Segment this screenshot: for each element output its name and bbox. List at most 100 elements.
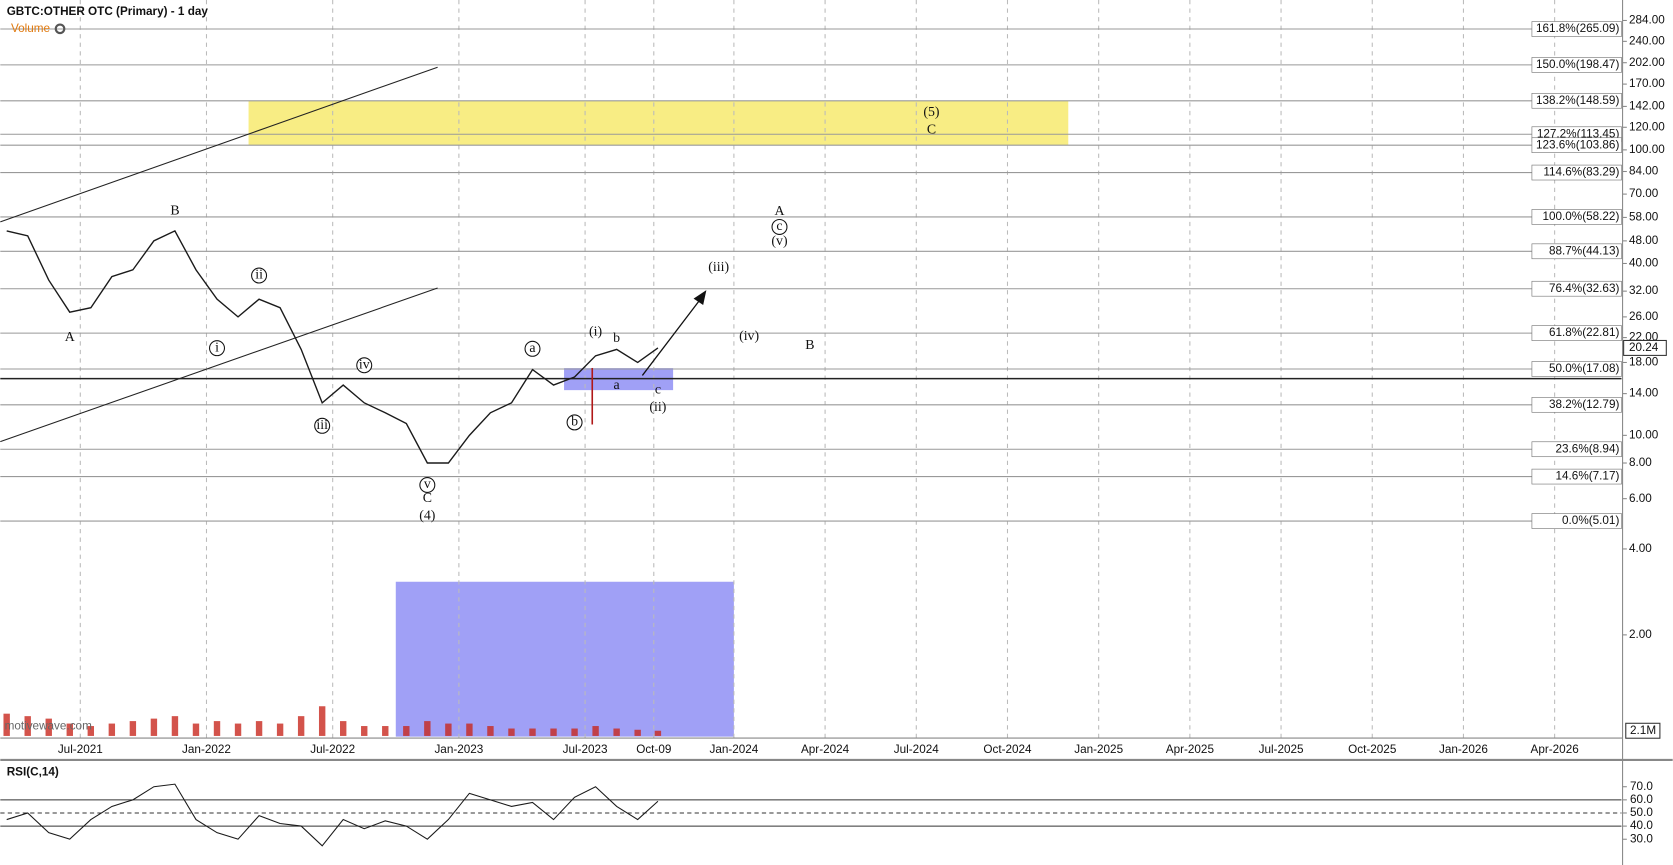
volume-bar bbox=[424, 721, 431, 736]
wave-label: i bbox=[215, 339, 219, 354]
fib-label: 127.2%(113.45) bbox=[1537, 127, 1620, 140]
wave-label: c bbox=[776, 218, 782, 233]
fib-label: 0.0%(5.01) bbox=[1562, 514, 1619, 527]
wave-label: v bbox=[424, 476, 431, 491]
fib-label-box bbox=[1531, 397, 1622, 413]
y-tick-label: 40.00 bbox=[1629, 257, 1659, 270]
wave-label: a bbox=[529, 340, 535, 355]
price-line bbox=[6, 230, 659, 464]
volume-bar bbox=[529, 728, 536, 736]
fib-label-box bbox=[1531, 164, 1622, 181]
fib-label-box bbox=[1531, 513, 1622, 529]
volume-bar bbox=[613, 728, 620, 736]
x-tick-label: Apr-2025 bbox=[1166, 743, 1215, 756]
volume-label: Volume bbox=[11, 22, 50, 35]
wave-label: iii bbox=[316, 417, 328, 432]
volume-bar bbox=[571, 728, 578, 736]
y-tick-label: 18.00 bbox=[1629, 356, 1659, 369]
settings-icon[interactable] bbox=[54, 23, 66, 35]
arrow-head bbox=[693, 290, 707, 306]
volume-bar bbox=[234, 723, 242, 736]
wave-label: b bbox=[613, 330, 620, 345]
x-tick-label: Jan-2025 bbox=[1074, 743, 1123, 756]
fib-label: 150.0%(198.47) bbox=[1536, 58, 1619, 71]
wave-circle bbox=[251, 267, 268, 284]
x-tick-label: Jul-2022 bbox=[310, 743, 355, 756]
rsi-title: RSI(C,14) bbox=[7, 765, 59, 778]
wave-circle bbox=[209, 340, 226, 357]
volume-bar bbox=[403, 726, 410, 736]
wave-circle bbox=[314, 417, 331, 434]
wave-label: (4) bbox=[419, 508, 435, 524]
y-tick-label: 6.00 bbox=[1629, 492, 1652, 505]
volume-bar bbox=[550, 728, 557, 736]
y-tick-label: 142.00 bbox=[1629, 100, 1665, 113]
y-tick-label: 4.00 bbox=[1629, 542, 1652, 555]
fib-label: 14.6%(7.17) bbox=[1556, 470, 1620, 483]
volume-bar bbox=[171, 716, 179, 736]
y-tick-label: 50.0 bbox=[1630, 806, 1653, 819]
wave-label: (i) bbox=[589, 323, 602, 339]
y-tick-label: 14.00 bbox=[1629, 387, 1659, 400]
volume-bar bbox=[108, 723, 116, 736]
x-tick-label: Jan-2022 bbox=[182, 743, 231, 756]
x-tick-label: Jan-2023 bbox=[434, 743, 483, 756]
wave-label: iv bbox=[359, 356, 370, 371]
y-tick-label: 70.00 bbox=[1629, 187, 1659, 200]
y-tick-label: 60.0 bbox=[1630, 793, 1653, 806]
fib-label-box bbox=[1531, 441, 1622, 458]
y-tick-label: 100.00 bbox=[1629, 143, 1665, 156]
wave-label: A bbox=[65, 329, 75, 344]
volume-bar bbox=[150, 718, 158, 736]
fib-label: 114.6%(83.29) bbox=[1543, 166, 1619, 179]
wave-circle bbox=[419, 476, 436, 493]
volume-bar bbox=[592, 726, 599, 736]
fib-label-box bbox=[1531, 21, 1622, 37]
wave-circle bbox=[524, 340, 541, 357]
volume-bar bbox=[255, 721, 263, 736]
fib-label-box bbox=[1531, 92, 1622, 109]
wave-label: c bbox=[655, 381, 661, 396]
fib-label: 161.8%(265.09) bbox=[1536, 22, 1619, 35]
y-tick-label: 32.00 bbox=[1629, 284, 1659, 297]
fib-label: 123.6%(103.86) bbox=[1536, 138, 1619, 151]
y-tick-label: 284.00 bbox=[1629, 14, 1665, 27]
wave-label: (5) bbox=[923, 104, 939, 120]
x-tick-label: Jul-2021 bbox=[58, 743, 103, 756]
fib-label-box bbox=[1531, 468, 1622, 485]
y-tick-label: 48.00 bbox=[1629, 234, 1659, 247]
fib-label-box bbox=[1531, 280, 1622, 297]
x-tick-label: Jul-2024 bbox=[894, 743, 939, 756]
volume-bar bbox=[445, 723, 452, 736]
channel-line bbox=[0, 287, 438, 443]
volume-label: 2.1M bbox=[1630, 724, 1656, 737]
fib-label-box bbox=[1531, 57, 1622, 73]
volume-bar bbox=[276, 723, 284, 736]
y-tick-label: 240.00 bbox=[1629, 34, 1665, 47]
volume-bar bbox=[129, 721, 137, 736]
x-tick-label: Jan-2024 bbox=[709, 743, 758, 756]
x-tick-label: Jul-2023 bbox=[563, 743, 608, 756]
x-tick-label: Apr-2026 bbox=[1531, 743, 1579, 756]
fib-label-box bbox=[1531, 325, 1622, 341]
x-tick-label: Oct-2024 bbox=[983, 743, 1032, 756]
wave-label: a bbox=[614, 377, 620, 392]
volume-bar bbox=[297, 716, 305, 736]
wave-label: C bbox=[927, 122, 936, 137]
y-tick-label: 202.00 bbox=[1629, 56, 1665, 69]
wave-label: b bbox=[571, 414, 578, 429]
volume-bar bbox=[466, 723, 473, 736]
wave-circle bbox=[771, 218, 788, 235]
volume-bar bbox=[487, 726, 494, 736]
y-tick-label: 8.00 bbox=[1629, 456, 1652, 469]
watermark: motivewave.com bbox=[5, 719, 92, 732]
x-tick-label: Jul-2025 bbox=[1259, 743, 1304, 756]
fib-label: 138.2%(148.59) bbox=[1536, 94, 1619, 107]
volume-bar bbox=[213, 721, 221, 736]
fib-label: 50.0%(17.08) bbox=[1549, 362, 1619, 375]
volume-bar bbox=[66, 723, 73, 736]
volume-bar bbox=[24, 716, 31, 736]
wave-label: B bbox=[170, 202, 179, 217]
volume-bar bbox=[508, 728, 515, 736]
